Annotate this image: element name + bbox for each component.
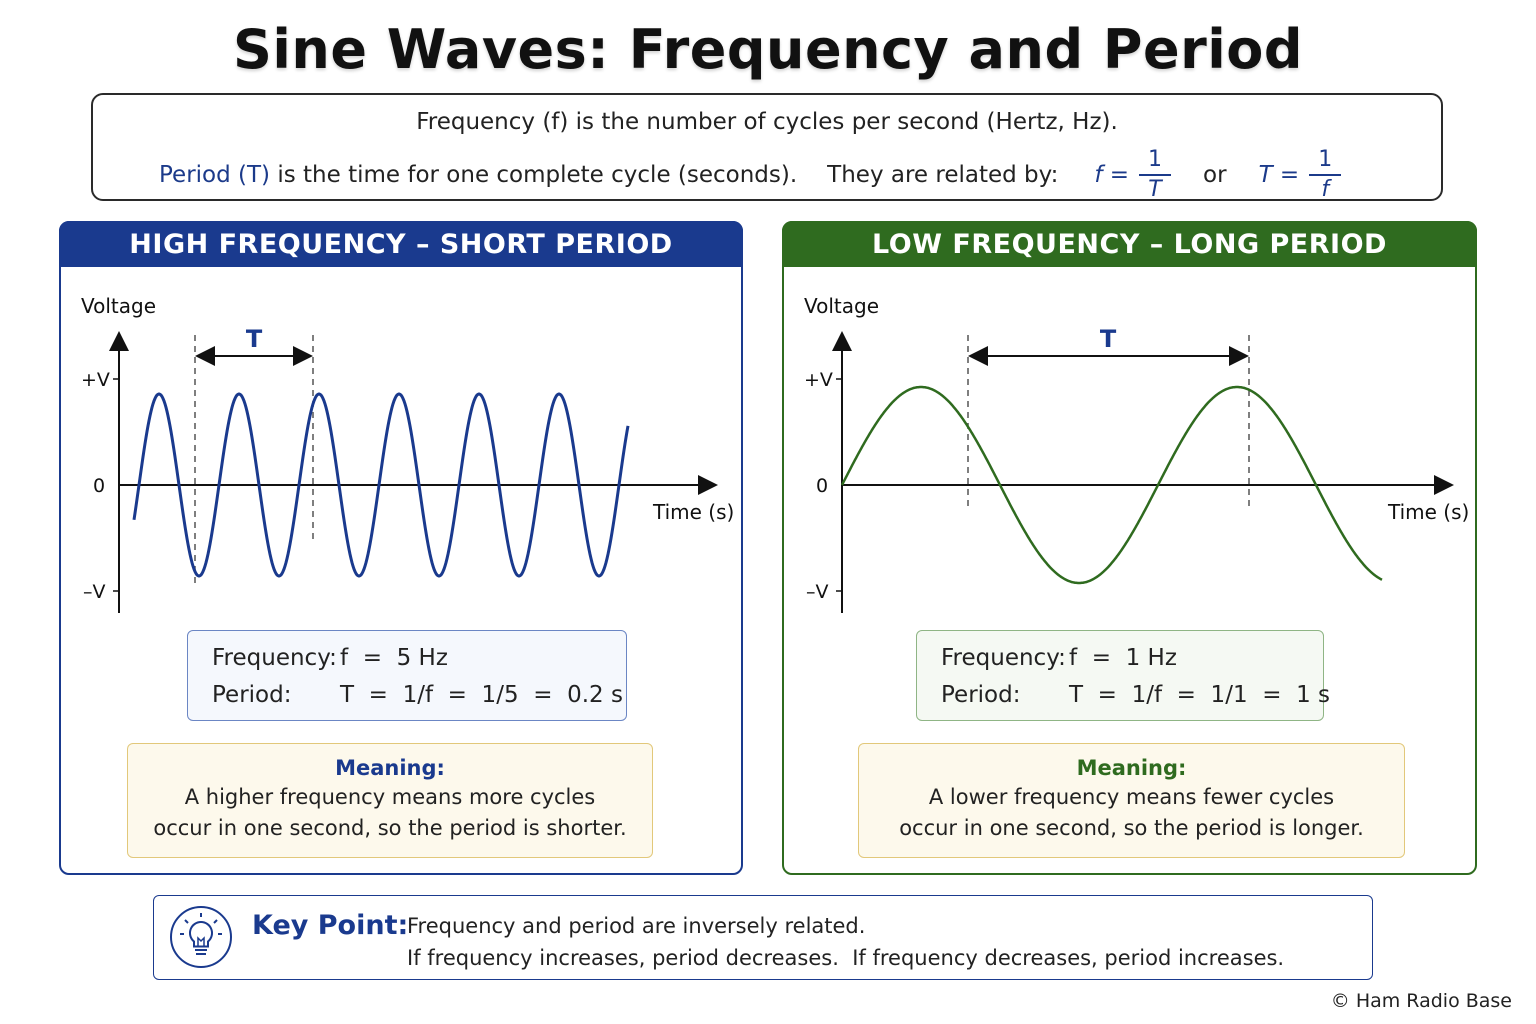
period-value: T = 1/f = 1/1 = 1 s — [1069, 682, 1331, 708]
formula2-fraction: 1 f — [1309, 147, 1342, 202]
period-definition-text: is the time for one complete cycle (seco… — [270, 162, 798, 188]
key-point-box: Key Point: Frequency and period are inve… — [153, 895, 1373, 980]
period-label: T — [246, 325, 263, 353]
tick-neg-label: –V — [806, 581, 829, 603]
y-axis-label: Voltage — [804, 294, 879, 318]
period-row-label: Period: — [941, 682, 1021, 708]
period-row-label: Period: — [212, 682, 292, 708]
frequency-row: Frequency: f = 1 Hz — [941, 645, 1177, 671]
high-frequency-wave — [132, 392, 630, 578]
meaning-line-1: A lower frequency means fewer cycles — [928, 785, 1335, 809]
key-point-label: Key Point: — [252, 910, 409, 941]
meaning-line-1: A higher frequency means more cycles — [184, 785, 596, 809]
formula1-fraction-bar — [1139, 174, 1172, 176]
or-text: or — [1203, 162, 1227, 188]
x-axis-label: Time (s) — [652, 500, 734, 524]
high-frequency-values-box: Frequency: f = 5 Hz Period: T = 1/f = 1/5 … — [187, 630, 627, 721]
low-frequency-meaning-box: Meaning: A lower frequency means fewer c… — [858, 743, 1405, 858]
period-row: Period: T = 1/f = 1/1 = 1 s — [941, 682, 1330, 708]
low-frequency-wave — [840, 385, 1383, 585]
formula2-denominator: f — [1321, 177, 1330, 202]
definition-box: Frequency (f) is the number of cycles pe… — [91, 93, 1443, 201]
formula1-fraction: 1 T — [1139, 147, 1172, 202]
period-term: Period (T) — [159, 162, 271, 188]
page-title: Sine Waves: Frequency and Period — [232, 18, 1303, 81]
period-definition: Period (T) is the time for one complete … — [159, 147, 1342, 202]
frequency-value: f = 5 Hz — [340, 645, 448, 671]
tick-zero-label: 0 — [816, 475, 828, 497]
key-point-line-2: If frequency increases, period decreases… — [407, 946, 1285, 970]
meaning-line-2: occur in one second, so the period is sh… — [153, 816, 627, 840]
tick-pos-label: +V — [804, 369, 833, 391]
formula2-lhs: T = — [1258, 162, 1300, 188]
high-frequency-meaning-box: Meaning: A higher frequency means more c… — [127, 743, 653, 858]
formula1-numerator: 1 — [1148, 147, 1163, 172]
tick-neg-label: –V — [83, 581, 106, 603]
meaning-title: Meaning: — [335, 756, 445, 780]
frequency-value: f = 1 Hz — [1069, 645, 1177, 671]
y-axis-label: Voltage — [81, 294, 156, 318]
lightbulb-icon — [170, 906, 232, 968]
formula2-numerator: 1 — [1318, 147, 1333, 172]
low-frequency-values-box: Frequency: f = 1 Hz Period: T = 1/f = 1/1 … — [916, 630, 1330, 721]
low-frequency-graph: Voltage +V 0 –V Time (s) T — [804, 294, 1469, 613]
frequency-definition: Frequency (f) is the number of cycles pe… — [416, 109, 1118, 135]
formula-t-equals-1-over-f: T = 1 f — [1259, 149, 1342, 201]
tick-pos-label: +V — [81, 369, 110, 391]
meaning-line-2: occur in one second, so the period is lo… — [899, 816, 1364, 840]
related-by-text: They are related by: — [827, 162, 1059, 188]
formula1-denominator: T — [1148, 177, 1162, 202]
key-point-text: Frequency and period are inversely relat… — [407, 910, 1284, 974]
frequency-row-label: Frequency: — [941, 645, 1066, 671]
formula2-fraction-bar — [1309, 174, 1342, 176]
formula1-lhs: f = — [1094, 162, 1130, 188]
low-frequency-panel: LOW FREQUENCY – LONG PERIOD Voltage +V 0… — [782, 221, 1477, 875]
copyright: © Ham Radio Base — [1330, 990, 1512, 1012]
low-frequency-header: LOW FREQUENCY – LONG PERIOD — [782, 221, 1477, 267]
key-point-line-1: Frequency and period are inversely relat… — [407, 914, 866, 938]
period-value: T = 1/f = 1/5 = 0.2 s — [340, 682, 623, 708]
meaning-title: Meaning: — [1076, 756, 1187, 780]
high-frequency-graph: Voltage +V 0 –V Time (s) T — [81, 294, 734, 613]
formula-f-equals-1-over-t: f = 1 T — [1094, 147, 1172, 202]
period-row: Period: T = 1/f = 1/5 = 0.2 s — [212, 682, 623, 708]
frequency-row-label: Frequency: — [212, 645, 337, 671]
x-axis-label: Time (s) — [1387, 500, 1469, 524]
high-frequency-panel: HIGH FREQUENCY – SHORT PERIOD Voltage +V… — [59, 221, 743, 875]
period-label: T — [1100, 325, 1117, 353]
tick-zero-label: 0 — [93, 475, 105, 497]
high-frequency-header: HIGH FREQUENCY – SHORT PERIOD — [59, 221, 743, 267]
frequency-row: Frequency: f = 5 Hz — [212, 645, 448, 671]
